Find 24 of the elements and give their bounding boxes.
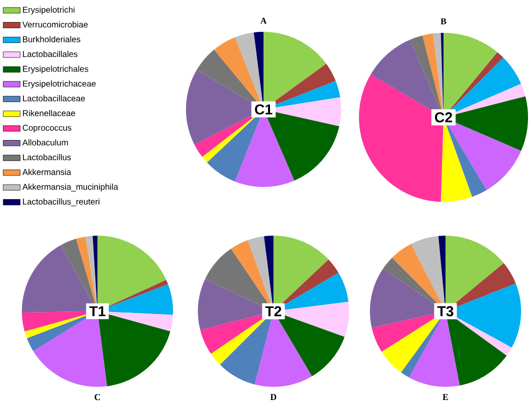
- legend-label: Rikenellaceae: [23, 110, 76, 116]
- legend-label: Lactobacillus: [23, 154, 71, 160]
- legend-label: Coprococcus: [22, 124, 72, 133]
- text: C2: [434, 112, 452, 123]
- legend-label: Erysipelotrichales: [23, 66, 88, 74]
- legend-label: Lactobacillaceae: [23, 95, 85, 102]
- text: T2: [265, 306, 282, 316]
- legend-label: Allobaculum: [22, 139, 68, 146]
- legend-label: Lactobacillus_reuteri: [23, 198, 100, 206]
- text: T3: [437, 306, 454, 316]
- text: E: [442, 394, 448, 400]
- text: C1: [254, 104, 272, 115]
- chart-title: B: [440, 18, 446, 24]
- legend-label: Lactobacillales: [23, 51, 78, 58]
- legend-label: Akkermansia: [22, 168, 72, 176]
- text: C: [94, 394, 100, 400]
- legend-label: Burkholderiales: [23, 36, 80, 42]
- text: A: [260, 18, 267, 24]
- legend-label: Erysipelotrichaceae: [23, 80, 96, 88]
- text: T1: [89, 306, 106, 316]
- text: D: [270, 394, 276, 400]
- legend-label: Erysipelotrichi: [23, 6, 74, 15]
- legend-label: Verrucomicrobiae: [22, 21, 88, 28]
- legend-label: Akkermansia_muciniphila: [22, 184, 118, 192]
